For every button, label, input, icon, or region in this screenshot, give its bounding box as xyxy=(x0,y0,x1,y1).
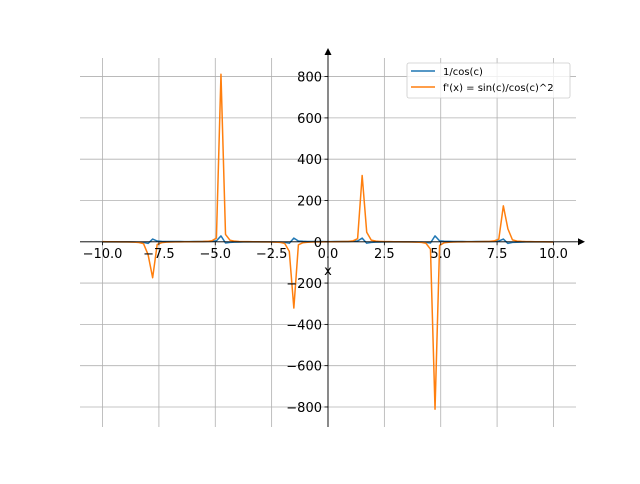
y-tick-label: 800 xyxy=(297,71,322,86)
x-tick-label: −5.0 xyxy=(199,247,231,262)
tick-labels: −10.0 −7.5 −5.0 −2.5 0.0 2.5 5.0 7.5 10.0 −800 −60… xyxy=(83,71,568,416)
x-tick-label: 10.0 xyxy=(539,247,568,262)
y-tick-label: 600 xyxy=(297,112,322,127)
y-tick-label: 400 xyxy=(297,153,322,168)
legend: 1/cos(c) f'(x) = sin(c)/cos(c)^2 xyxy=(406,62,571,99)
legend-frame xyxy=(406,62,571,99)
x-tick-label: 0.0 xyxy=(318,247,339,262)
y-tick-label: 200 xyxy=(297,194,322,209)
y-tick-label: −400 xyxy=(286,318,322,333)
y-tick-label: −800 xyxy=(286,401,322,416)
y-tick-label: −200 xyxy=(286,277,322,292)
x-tick-label: 5.0 xyxy=(430,247,451,262)
axes xyxy=(80,48,585,427)
x-tick-label: 7.5 xyxy=(487,247,508,262)
legend-label-0: 1/cos(c) xyxy=(443,67,483,78)
y-axis-arrow-icon xyxy=(324,48,332,55)
x-axis-arrow-icon xyxy=(578,238,585,246)
y-tick-label: 0 xyxy=(314,236,322,251)
legend-label-1: f'(x) = sin(c)/cos(c)^2 xyxy=(443,83,554,94)
x-tick-label: −7.5 xyxy=(143,247,175,262)
x-tick-label: −2.5 xyxy=(256,247,288,262)
x-axis-label: x xyxy=(324,264,332,279)
x-tick-label: 2.5 xyxy=(374,247,395,262)
x-tick-label: −10.0 xyxy=(83,247,123,262)
y-tick-label: −600 xyxy=(286,360,322,375)
